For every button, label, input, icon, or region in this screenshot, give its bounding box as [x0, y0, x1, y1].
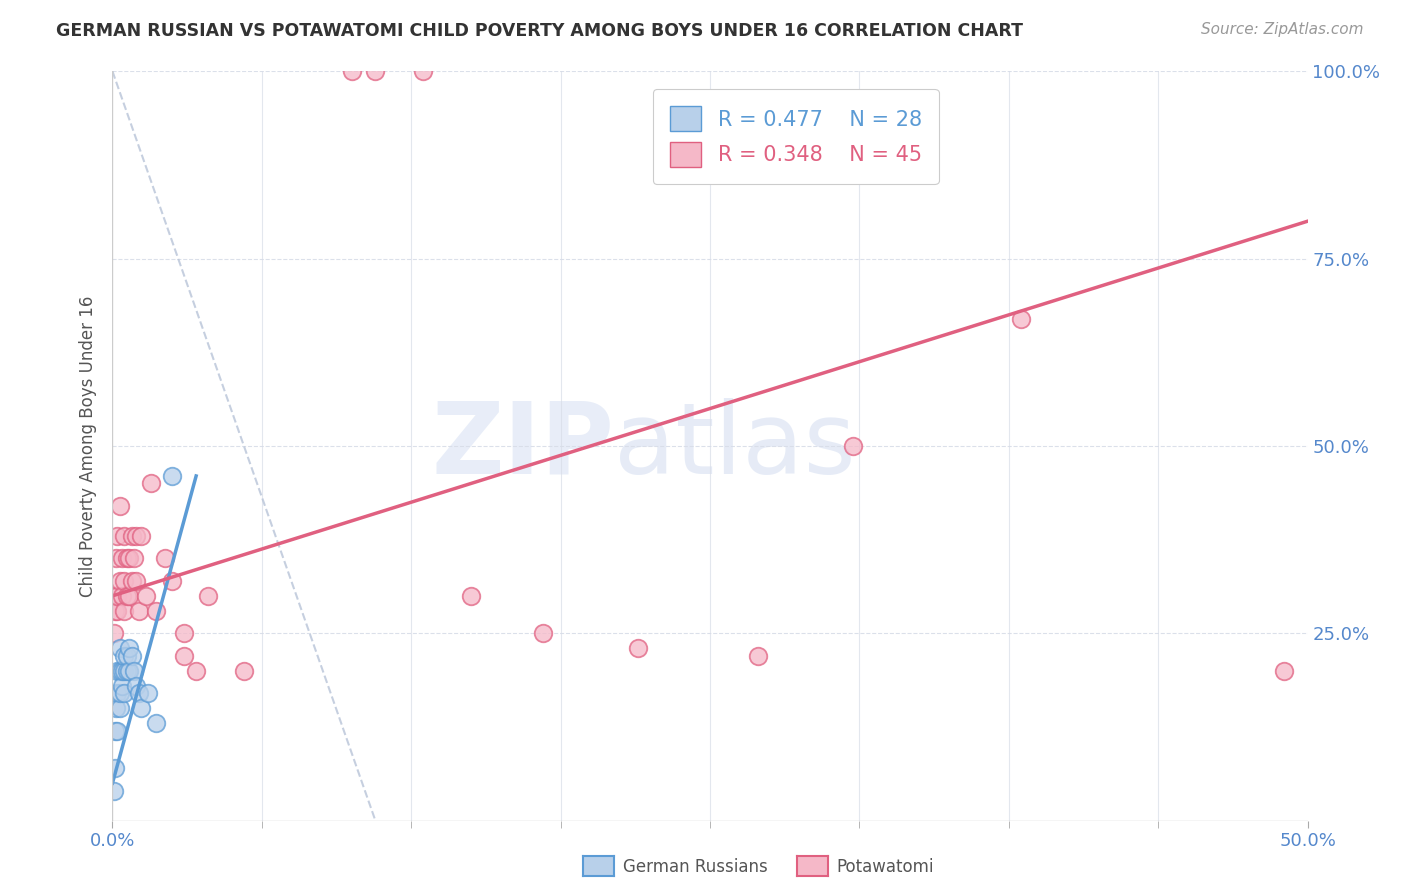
Point: [128, 604, 150, 618]
Point: [115, 551, 138, 566]
Point: [105, 529, 128, 543]
Point: [364, 64, 387, 78]
Point: [125, 574, 148, 588]
Point: [153, 551, 176, 566]
Legend: R = 0.477    N = 28, R = 0.348    N = 45: R = 0.477 N = 28, R = 0.348 N = 45: [654, 89, 939, 184]
Point: [118, 664, 141, 678]
Text: Potawatomi: Potawatomi: [837, 858, 934, 876]
Point: [627, 641, 650, 656]
Point: [1272, 664, 1295, 678]
Point: [108, 641, 131, 656]
Point: [460, 589, 482, 603]
Point: [108, 574, 131, 588]
Point: [162, 574, 183, 588]
Point: [121, 529, 143, 543]
Point: [129, 701, 152, 715]
Point: [121, 574, 143, 588]
Point: [139, 476, 162, 491]
Point: [114, 529, 135, 543]
Point: [103, 626, 125, 640]
Point: [145, 716, 167, 731]
Point: [105, 723, 128, 738]
Point: [111, 679, 134, 693]
Point: [122, 664, 145, 678]
Text: ZIP: ZIP: [432, 398, 614, 494]
Point: [121, 648, 143, 663]
Point: [118, 641, 141, 656]
Point: [108, 686, 131, 700]
Point: [104, 723, 127, 738]
Point: [145, 604, 167, 618]
Point: [104, 761, 127, 775]
Point: [105, 686, 128, 700]
Point: [115, 664, 138, 678]
Point: [138, 686, 160, 700]
Point: [105, 589, 128, 603]
Point: [111, 589, 134, 603]
Point: [115, 648, 138, 663]
Point: [118, 589, 141, 603]
Point: [135, 589, 157, 603]
Text: German Russians: German Russians: [623, 858, 768, 876]
Point: [111, 664, 134, 678]
Point: [118, 551, 141, 566]
Point: [105, 604, 128, 618]
Point: [842, 439, 865, 453]
Point: [114, 604, 135, 618]
Point: [129, 529, 152, 543]
Point: [114, 574, 135, 588]
Point: [105, 664, 128, 678]
Point: [108, 664, 131, 678]
Point: [114, 648, 135, 663]
Point: [173, 626, 195, 640]
Point: [103, 783, 125, 797]
Point: [340, 64, 363, 78]
Point: [105, 551, 128, 566]
Point: [114, 686, 135, 700]
Point: [105, 701, 128, 715]
Point: [173, 648, 195, 663]
Point: [162, 469, 183, 483]
Point: [115, 589, 138, 603]
Text: GERMAN RUSSIAN VS POTAWATOMI CHILD POVERTY AMONG BOYS UNDER 16 CORRELATION CHART: GERMAN RUSSIAN VS POTAWATOMI CHILD POVER…: [56, 22, 1024, 40]
Point: [197, 589, 219, 603]
Text: Source: ZipAtlas.com: Source: ZipAtlas.com: [1201, 22, 1364, 37]
Point: [114, 664, 135, 678]
Point: [122, 551, 145, 566]
Point: [108, 499, 131, 513]
Point: [233, 664, 256, 678]
Point: [125, 679, 148, 693]
Point: [1010, 311, 1032, 326]
Text: atlas: atlas: [614, 398, 856, 494]
Point: [747, 648, 769, 663]
Point: [125, 529, 148, 543]
Point: [186, 664, 208, 678]
Point: [104, 589, 127, 603]
Point: [128, 686, 150, 700]
Point: [104, 604, 127, 618]
Point: [108, 701, 131, 715]
Point: [111, 551, 134, 566]
Y-axis label: Child Poverty Among Boys Under 16: Child Poverty Among Boys Under 16: [79, 295, 97, 597]
Point: [531, 626, 554, 640]
Point: [412, 64, 434, 78]
